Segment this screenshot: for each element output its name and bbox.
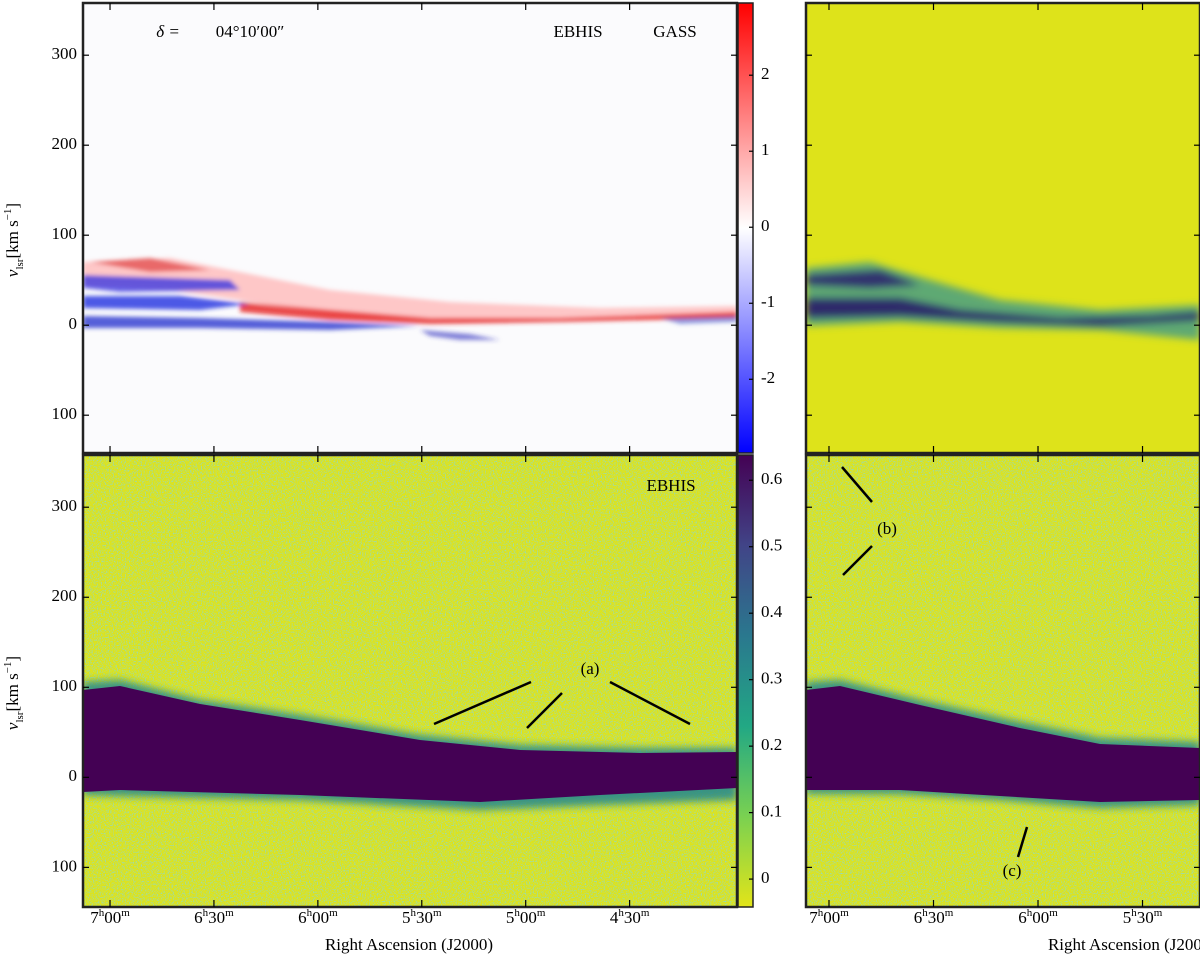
pointer bbox=[1016, 826, 1029, 858]
y-tick-label: 200 bbox=[52, 134, 78, 153]
y-axis-label-part: [km s bbox=[3, 673, 22, 711]
x-tick-label: 6h00m bbox=[298, 907, 338, 927]
y-tick-label: 200 bbox=[52, 586, 78, 605]
x-tick-label: 7h00m bbox=[90, 907, 130, 927]
annotation: (b) bbox=[877, 519, 897, 538]
difference-image bbox=[83, 3, 737, 453]
panel-frame bbox=[804, 1, 1200, 455]
x-tick-label: 5h30m bbox=[1123, 907, 1163, 927]
y-axis-label-part: v bbox=[3, 269, 22, 277]
y-tick-label: 0 bbox=[69, 314, 78, 333]
panel-frame bbox=[81, 453, 739, 909]
ebhis-image bbox=[806, 455, 1200, 907]
y-axis-label-part: lsr bbox=[14, 258, 26, 269]
colorbar-tick-label: 0.1 bbox=[761, 802, 782, 821]
x-tick-label: 4h30m bbox=[610, 907, 650, 927]
annotation-lines bbox=[433, 466, 1029, 858]
y-tick-label: 0 bbox=[69, 766, 78, 785]
annotation: δ = bbox=[156, 22, 180, 41]
x-tick-label: 6h00m bbox=[1018, 907, 1058, 927]
pointer bbox=[842, 545, 873, 576]
y-axis-label-part: −1 bbox=[2, 662, 14, 674]
x-tick-label: 7h00m bbox=[809, 907, 849, 927]
colorbar-tick-label: 2 bbox=[761, 64, 770, 83]
x-axis-label: Right Ascension (J2000) bbox=[1048, 935, 1200, 954]
y-tick-label: 100 bbox=[52, 404, 78, 423]
annotation: EBHIS bbox=[553, 22, 602, 41]
annotation: GASS bbox=[653, 22, 696, 41]
y-tick-label: 100 bbox=[52, 856, 78, 875]
x-tick-label: 6h30m bbox=[194, 907, 234, 927]
y-axis-label: vlsr[km s−1] bbox=[2, 656, 26, 730]
y-tick-label: 100 bbox=[52, 676, 78, 695]
colorbar bbox=[737, 454, 754, 908]
panel-frame bbox=[804, 453, 1200, 909]
y-axis-label-part: ] bbox=[3, 656, 22, 662]
colorbar-tick-label: 1 bbox=[761, 140, 770, 159]
colorbar-tick-label: -2 bbox=[761, 368, 775, 387]
panel-frame bbox=[81, 1, 739, 455]
y-axis-label-part: ] bbox=[3, 203, 22, 209]
pointer bbox=[609, 680, 691, 726]
pointer bbox=[526, 692, 563, 729]
colorbar-tick-label: 0.3 bbox=[761, 669, 782, 688]
pointer bbox=[433, 680, 532, 726]
colorbar bbox=[737, 2, 754, 454]
colorbar-tick-label: -1 bbox=[761, 292, 775, 311]
y-axis-label: vlsr[km s−1] bbox=[2, 203, 26, 277]
pointer bbox=[841, 466, 873, 503]
colorbar-tick-label: 0 bbox=[761, 868, 770, 887]
x-axis-label: Right Ascension (J2000) bbox=[325, 935, 493, 954]
annotation: (a) bbox=[581, 659, 600, 678]
y-tick-label: 300 bbox=[52, 44, 78, 63]
x-tick-label: 5h00m bbox=[506, 907, 546, 927]
y-axis-label-part: v bbox=[3, 722, 22, 730]
x-tick-label: 5h30m bbox=[402, 907, 442, 927]
y-axis-label-part: [km s bbox=[3, 220, 22, 258]
y-tick-label: 300 bbox=[52, 496, 78, 515]
annotation: 04°10′00″ bbox=[216, 22, 285, 41]
x-tick-label: 6h30m bbox=[914, 907, 954, 927]
ebhis-image bbox=[83, 455, 737, 907]
annotation: (c) bbox=[1003, 861, 1022, 880]
y-axis-label-part: lsr bbox=[14, 711, 26, 722]
colorbar-tick-label: 0.6 bbox=[761, 469, 782, 488]
y-axis-label-part: −1 bbox=[2, 209, 14, 221]
colorbar-tick-label: 0 bbox=[761, 216, 770, 235]
model-image bbox=[806, 3, 1200, 453]
y-tick-label: 100 bbox=[52, 224, 78, 243]
colorbar-tick-label: 0.5 bbox=[761, 536, 782, 555]
annotation: EBHIS bbox=[646, 476, 695, 495]
colorbar-tick-label: 0.2 bbox=[761, 735, 782, 754]
colorbar-tick-label: 0.4 bbox=[761, 602, 783, 621]
